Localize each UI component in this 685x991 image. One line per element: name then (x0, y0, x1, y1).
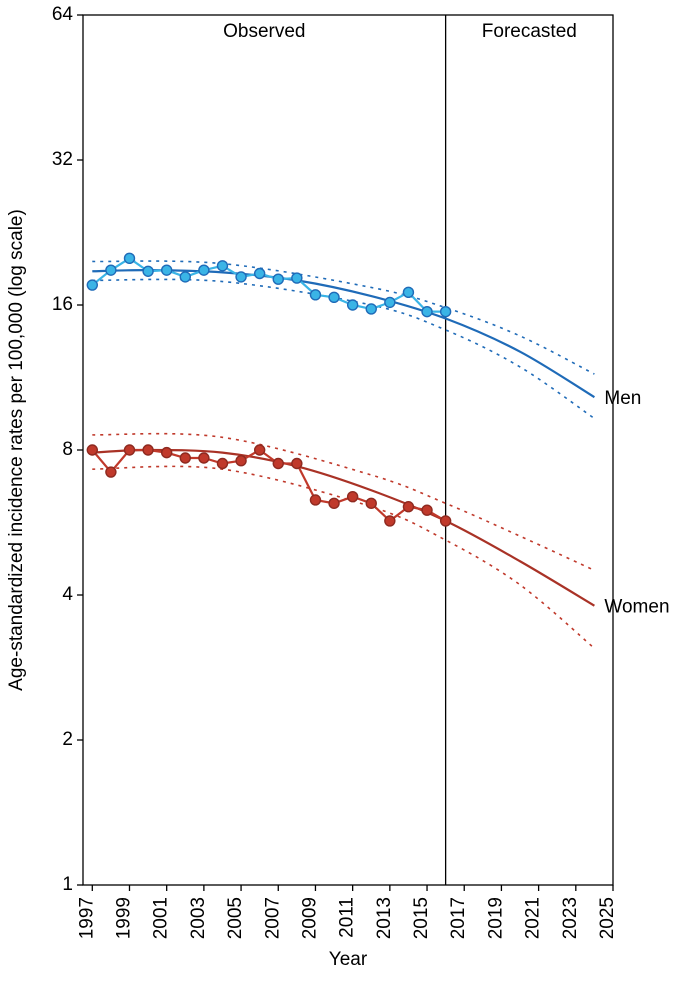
x-tick-label: 2009 (299, 897, 320, 939)
women-fit-line (92, 450, 594, 606)
men-marker (310, 290, 320, 300)
x-axis-label: Year (329, 949, 368, 970)
x-tick-label: 2023 (560, 897, 581, 939)
women-marker (199, 453, 209, 463)
women-series-label: Women (604, 597, 669, 618)
men-marker (255, 269, 265, 279)
women-marker (441, 516, 451, 526)
men-marker (422, 307, 432, 317)
x-tick-label: 2007 (262, 897, 283, 939)
region-label-forecasted: Forecasted (482, 21, 577, 42)
women-marker (180, 453, 190, 463)
x-tick-label: 2001 (151, 897, 172, 939)
y-tick-label: 4 (62, 584, 73, 605)
chart-container: 1 2 4 8 16 32 64 1997 1999 2001 2003 2005 2007 2009 20… (0, 0, 685, 991)
women-marker (273, 459, 283, 469)
women-marker (310, 495, 320, 505)
men-marker (180, 272, 190, 282)
men-marker (403, 287, 413, 297)
x-tick-label: 2021 (523, 897, 544, 939)
men-marker (162, 265, 172, 275)
x-tick-label: 2003 (188, 897, 209, 939)
men-marker (124, 253, 134, 263)
y-tick-label: 16 (52, 294, 73, 315)
women-marker (292, 459, 302, 469)
y-axis-label: Age-standardized incidence rates per 100… (6, 209, 27, 691)
y-tick-label: 64 (52, 4, 74, 25)
men-marker (366, 304, 376, 314)
women-marker (329, 498, 339, 508)
region-label-observed: Observed (223, 21, 305, 42)
x-tick-label: 2015 (411, 897, 432, 939)
x-tick-label: 2005 (225, 897, 246, 939)
men-marker (329, 292, 339, 302)
women-marker (143, 445, 153, 455)
women-marker (385, 516, 395, 526)
men-marker (441, 307, 451, 317)
men-fit-line (92, 270, 594, 397)
women-marker (348, 492, 358, 502)
men-marker (87, 280, 97, 290)
women-marker (236, 456, 246, 466)
y-tick-label: 2 (62, 729, 73, 750)
women-ci_lower (92, 466, 594, 648)
chart-svg: 1 2 4 8 16 32 64 1997 1999 2001 2003 2005 2007 2009 20… (0, 0, 685, 991)
x-tick-label: 2019 (485, 897, 506, 939)
x-tick-label: 2013 (374, 897, 395, 939)
y-tick-label: 1 (62, 874, 73, 895)
x-tick-label: 1997 (76, 897, 97, 939)
men-marker (199, 265, 209, 275)
y-tick-label: 8 (62, 439, 73, 460)
men-marker (292, 273, 302, 283)
x-tick-label: 1999 (113, 897, 134, 939)
women-marker (403, 502, 413, 512)
women-marker (162, 448, 172, 458)
women-marker (217, 459, 227, 469)
men-marker (385, 297, 395, 307)
women-marker (106, 467, 116, 477)
women-marker (366, 498, 376, 508)
x-tick-label: 2017 (448, 897, 469, 939)
women-marker (255, 445, 265, 455)
men-marker (348, 300, 358, 310)
y-tick-label: 32 (52, 149, 73, 170)
women-marker (124, 445, 134, 455)
men-marker (217, 261, 227, 271)
women-marker (422, 505, 432, 515)
men-series-label: Men (604, 388, 641, 409)
x-tick-label: 2011 (337, 897, 358, 938)
men-marker (106, 265, 116, 275)
men-ci_upper (92, 261, 594, 374)
men-marker (273, 274, 283, 284)
men-marker (236, 272, 246, 282)
x-tick-label: 2025 (597, 897, 618, 939)
women-marker (87, 445, 97, 455)
men-marker (143, 266, 153, 276)
